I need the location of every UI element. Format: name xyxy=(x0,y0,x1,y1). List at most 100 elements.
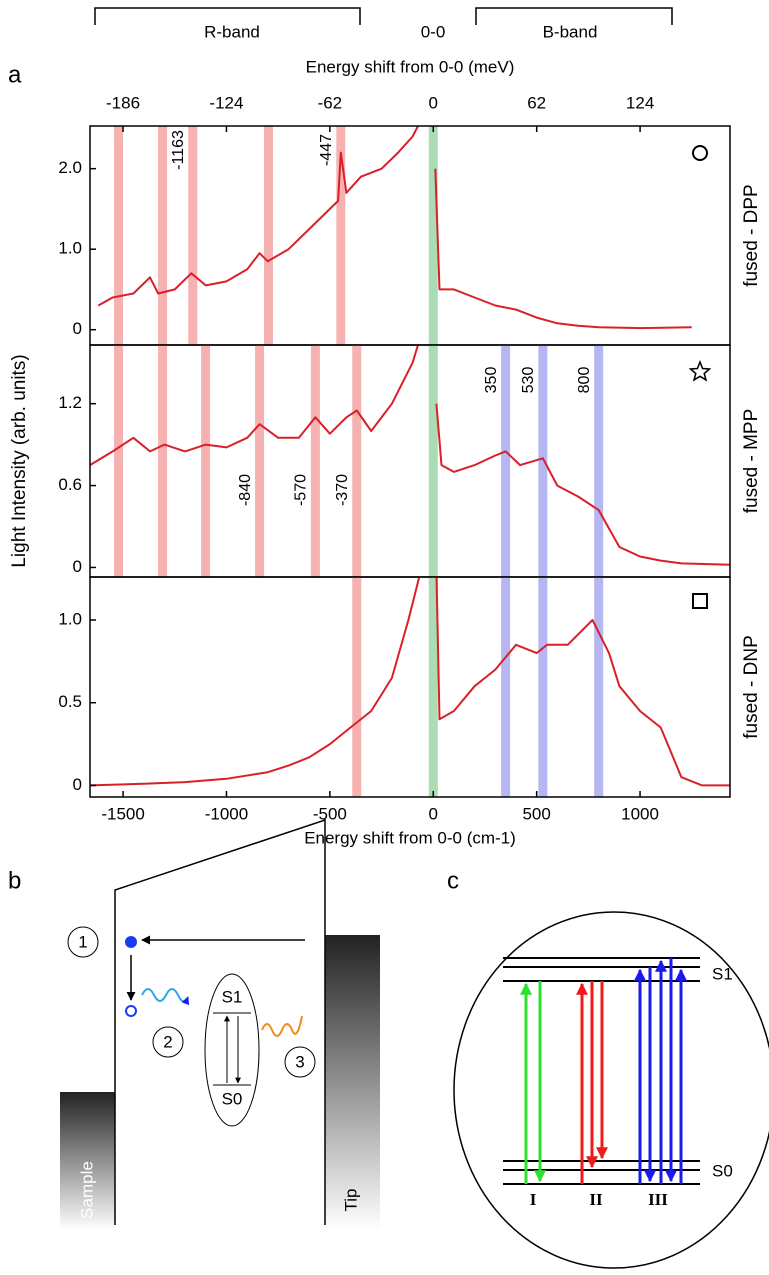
y-tick-label: 1.0 xyxy=(58,239,82,258)
band-label: -1163 xyxy=(170,130,187,170)
band-bracket xyxy=(94,7,673,25)
x-tick-label: -500 xyxy=(313,804,347,823)
y-tick-label: 1.2 xyxy=(58,393,82,412)
levels xyxy=(503,957,700,1185)
symbol xyxy=(692,593,708,609)
x-axis-title: Energy shift from 0-0 (cm-1) xyxy=(304,828,516,847)
x-tick-label: 0 xyxy=(429,804,438,823)
barrier xyxy=(114,818,326,1225)
band xyxy=(352,345,362,577)
y-tick-label: 1.0 xyxy=(58,609,82,628)
y-tick-label: 0.6 xyxy=(58,475,82,494)
band xyxy=(501,345,511,577)
band xyxy=(201,345,211,577)
band-label: B-band xyxy=(543,22,598,41)
step-label: 1 xyxy=(78,932,87,951)
step-circle xyxy=(152,1026,184,1058)
panel-name: fused - DNP xyxy=(741,635,762,738)
spectrum-line xyxy=(97,126,692,330)
band xyxy=(538,345,548,577)
y-tick-label: 0 xyxy=(73,319,82,338)
y-tick-label: 0 xyxy=(73,775,82,794)
plot-frame xyxy=(89,576,731,798)
y-tick-label: 2.0 xyxy=(58,158,82,177)
band xyxy=(188,126,198,345)
panel-name: fused - DPP xyxy=(741,184,762,286)
tip-block xyxy=(325,935,380,1230)
group-label: III xyxy=(648,1190,668,1209)
band xyxy=(263,126,273,345)
level-label: S0 xyxy=(712,1161,733,1180)
x2-tick-label: -62 xyxy=(318,93,343,112)
band xyxy=(501,577,511,797)
band-label: 530 xyxy=(520,367,537,394)
group-label: II xyxy=(589,1190,603,1209)
step-circle xyxy=(67,926,99,958)
band xyxy=(336,126,346,345)
x2-tick-label: 0 xyxy=(429,93,438,112)
band xyxy=(158,345,168,577)
y-tick-label: 0.5 xyxy=(58,692,82,711)
panel-name: fused - MPP xyxy=(741,409,762,514)
band-label: R-band xyxy=(204,22,260,41)
diagram-frame xyxy=(453,911,769,1269)
band xyxy=(114,345,124,577)
band-label: -570 xyxy=(293,474,310,506)
band-label: 800 xyxy=(576,367,593,394)
charts: -1163 -447 0 1.0 2.0 -186 -124 -62 0 62 124 Energy … xyxy=(9,57,762,847)
sample-block xyxy=(60,1092,115,1230)
band xyxy=(594,345,604,577)
photon xyxy=(141,988,190,1006)
x-tick-label: -1000 xyxy=(205,804,248,823)
plot-frame xyxy=(89,344,731,578)
x-tick-label: 500 xyxy=(522,804,550,823)
level-label: S0 xyxy=(222,1089,243,1108)
x2-axis-title: Energy shift from 0-0 (meV) xyxy=(306,57,515,76)
band xyxy=(428,345,438,577)
spectrum-line xyxy=(90,577,730,787)
plot-area xyxy=(90,345,730,577)
level-label: S1 xyxy=(222,987,243,1006)
group-label: I xyxy=(530,1190,537,1209)
symbol xyxy=(688,359,712,382)
y-tick-label: 0 xyxy=(73,557,82,576)
x-tick-label: -1500 xyxy=(101,804,144,823)
panel-letter: a xyxy=(8,61,22,88)
band xyxy=(594,577,604,797)
sample-label: Sample xyxy=(77,1161,96,1219)
panel-letter: c xyxy=(447,867,459,894)
band-label: -447 xyxy=(318,134,335,166)
band xyxy=(428,126,438,345)
panel-letter: b xyxy=(8,867,21,894)
tip-label: Tip xyxy=(341,1189,360,1212)
plot-area xyxy=(97,126,692,345)
spectrum-line xyxy=(90,345,730,566)
band xyxy=(255,345,265,577)
x2-tick-label: -124 xyxy=(209,93,243,112)
band-label: -370 xyxy=(334,474,351,506)
symbol xyxy=(692,145,708,161)
step-circle xyxy=(284,1046,316,1078)
band xyxy=(428,577,438,797)
level-label: S1 xyxy=(712,964,733,983)
electron xyxy=(125,936,137,948)
molecule xyxy=(204,973,260,1127)
x2-tick-label: -186 xyxy=(106,93,140,112)
band xyxy=(114,126,124,345)
band xyxy=(538,577,548,797)
step-label: 2 xyxy=(163,1032,172,1051)
band xyxy=(310,345,320,577)
band xyxy=(158,126,168,345)
x2-tick-label: 62 xyxy=(527,93,546,112)
band xyxy=(352,577,362,797)
y-axis-title: Light Intensity (arb. units) xyxy=(9,354,30,567)
band-label: -840 xyxy=(237,474,254,506)
band-label: 350 xyxy=(483,367,500,394)
x-tick-label: 1000 xyxy=(621,804,659,823)
photon xyxy=(261,1015,303,1037)
band-label: 0-0 xyxy=(421,22,446,41)
step-label: 3 xyxy=(295,1052,304,1071)
transitions xyxy=(520,958,687,1184)
